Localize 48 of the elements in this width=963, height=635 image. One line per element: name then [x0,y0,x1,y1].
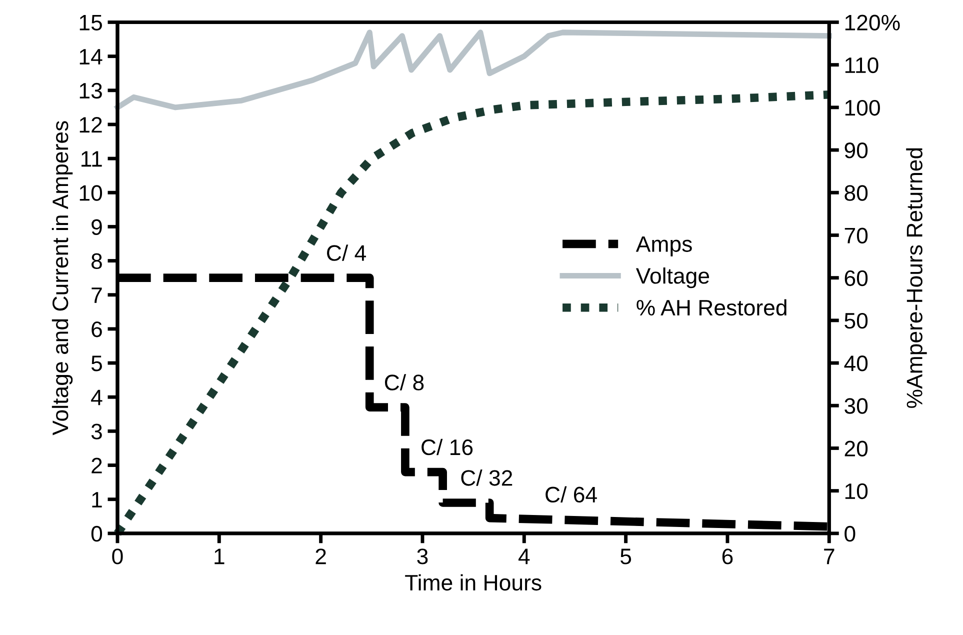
annotation: C/ 16 [422,438,473,456]
y-tick-label: 15 [80,14,102,30]
y-tick-label: 12 [80,116,102,133]
x-tick-label: 3 [417,548,428,564]
y2-tick-label: 120% [845,14,900,30]
x-tick-label: 7 [824,548,834,564]
annotation: C/ 4 [327,244,366,261]
legend-label: % AH Restored [636,299,786,316]
x-tick-label: 5 [620,548,632,564]
y2-tick-label: 30 [844,398,868,414]
y2-tick-label: 60 [844,270,868,286]
y2-tick-label: 70 [844,228,868,244]
x-tick-label: 2 [316,548,326,564]
y2-axis-title: %Ampere-Hours Returned [906,148,927,408]
y-tick-label: 1 [92,492,102,508]
y-axis-title: Voltage and Current in Amperes [52,121,73,436]
y-tick-label: 11 [82,151,102,167]
y-tick-label: 6 [92,321,102,338]
y-tick-label: 14 [80,49,102,64]
y2-tick-label: 80 [844,185,868,201]
y-tick-label: 10 [80,185,102,201]
x-tick-label: 1 [214,548,224,564]
legend-label: Amps [636,236,692,256]
y2-tick-label: 40 [844,356,868,372]
y2-tick-label: 0 [844,526,856,542]
y-tick-label: 5 [91,356,102,372]
y-tick-label: 2 [92,458,102,474]
y-tick-label: 8 [92,253,102,270]
legend-label: Voltage [636,267,710,288]
y-tick-label: 3 [91,424,102,440]
x-tick-label: 6 [722,548,733,564]
annotation: C/ 8 [384,374,424,390]
x-tick-label: 4 [518,548,530,564]
annotation: C/ 32 [461,470,512,486]
x-axis-title: Time in Hours [405,574,542,591]
y2-tick-label: 90 [844,142,868,158]
y2-tick-label: 50 [844,312,868,329]
y2-tick-label: 20 [844,440,868,456]
x-tick-label: 0 [112,548,123,564]
y-tick-label: 9 [92,219,102,235]
y-tick-label: 4 [91,390,102,406]
y-tick-label: 13 [80,82,102,99]
y-tick-label: 0 [91,526,102,542]
annotation: C/ 64 [546,486,597,503]
y2-tick-label: 110 [845,57,878,74]
y-tick-label: 7 [92,288,102,303]
y2-tick-label: 10 [845,483,868,500]
y2-tick-label: 100 [845,100,880,116]
